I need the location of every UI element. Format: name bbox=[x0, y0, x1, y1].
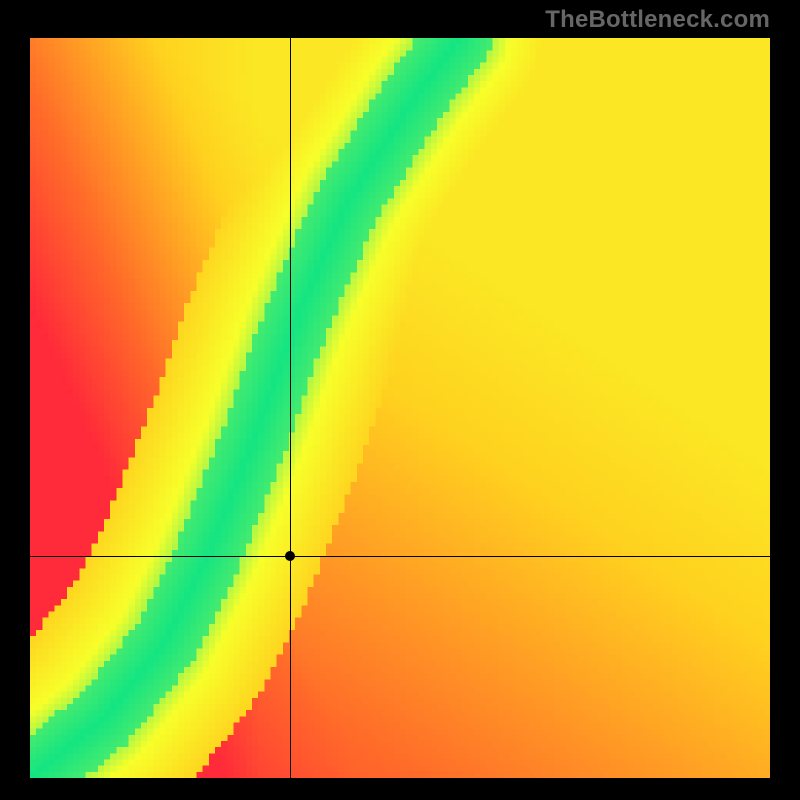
watermark-text: TheBottleneck.com bbox=[545, 6, 770, 34]
crosshair-horizontal bbox=[30, 556, 770, 557]
marker-dot bbox=[285, 551, 295, 561]
heatmap-plot bbox=[30, 38, 770, 778]
chart-frame: TheBottleneck.com bbox=[0, 0, 800, 800]
crosshair-vertical bbox=[290, 38, 291, 778]
heatmap-canvas bbox=[30, 38, 770, 778]
